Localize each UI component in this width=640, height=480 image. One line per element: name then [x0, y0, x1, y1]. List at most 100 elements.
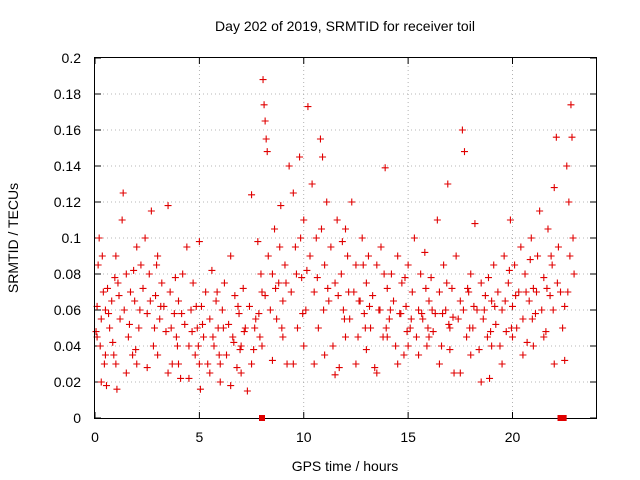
data-point [404, 261, 412, 269]
data-point [427, 274, 435, 282]
data-point [340, 315, 348, 323]
data-point [366, 302, 374, 310]
data-point [486, 374, 494, 382]
data-point [154, 252, 162, 260]
data-point [440, 261, 448, 269]
data-point [333, 216, 341, 224]
data-point [241, 324, 249, 332]
data-point [483, 333, 491, 341]
data-point [191, 351, 199, 359]
data-point [400, 351, 408, 359]
data-point [268, 270, 276, 278]
data-point [442, 306, 450, 314]
data-point [390, 297, 398, 305]
data-point [257, 270, 265, 278]
data-point [467, 270, 475, 278]
data-point [549, 306, 557, 314]
data-point [334, 292, 342, 300]
data-point [172, 333, 180, 341]
data-point [373, 369, 381, 377]
data-point [403, 328, 411, 336]
data-point [445, 320, 453, 328]
data-point [376, 306, 384, 314]
data-point [319, 153, 327, 161]
data-point [245, 302, 253, 310]
data-point [570, 270, 578, 278]
data-point [540, 333, 548, 341]
data-point [250, 346, 258, 354]
y-tick-label: 0.04 [54, 338, 81, 354]
data-point [125, 320, 133, 328]
data-point [362, 279, 370, 287]
data-point [177, 374, 185, 382]
data-point [362, 346, 370, 354]
data-point [105, 310, 113, 318]
data-point [360, 310, 368, 318]
data-point [487, 328, 495, 336]
data-point [490, 261, 498, 269]
data-point [386, 306, 394, 314]
data-point [189, 279, 197, 287]
data-point [149, 342, 157, 350]
data-point [285, 162, 293, 170]
data-point [504, 279, 512, 287]
data-point [412, 333, 420, 341]
data-point [195, 360, 203, 368]
data-point [554, 243, 562, 251]
data-point [540, 274, 548, 282]
data-point [261, 292, 269, 300]
data-point [143, 364, 151, 372]
data-point [394, 252, 402, 260]
data-point [342, 333, 349, 341]
data-point [136, 306, 144, 314]
data-point [260, 101, 268, 109]
data-point [337, 270, 345, 278]
data-point [444, 180, 452, 188]
data-point [392, 342, 400, 350]
data-point [199, 320, 207, 328]
data-point [323, 198, 331, 206]
data-point [344, 252, 352, 260]
data-point [206, 369, 214, 377]
data-point [202, 288, 210, 296]
data-point [383, 284, 391, 292]
data-point [133, 243, 141, 251]
data-point [463, 333, 471, 341]
data-point [398, 279, 406, 287]
data-point [454, 315, 462, 323]
data-point [473, 306, 481, 314]
data-point [124, 333, 132, 341]
data-point [521, 270, 529, 278]
data-points [92, 76, 578, 395]
data-point [278, 324, 286, 332]
data-point [113, 385, 121, 393]
data-point [259, 76, 267, 84]
data-point [358, 234, 366, 242]
data-point [263, 148, 271, 156]
data-point [338, 238, 346, 246]
data-point [237, 342, 245, 350]
data-point [543, 284, 551, 292]
axis-markers [259, 415, 567, 421]
data-point [561, 356, 569, 364]
data-point [534, 252, 542, 260]
data-point [296, 153, 304, 161]
data-point [143, 310, 151, 318]
data-point [458, 126, 466, 134]
data-point [519, 351, 527, 359]
data-point [289, 189, 297, 197]
data-point [298, 274, 306, 282]
data-point [281, 261, 289, 269]
data-point [157, 302, 165, 310]
data-point [446, 324, 454, 332]
data-point [523, 338, 531, 346]
x-tick-label: 15 [400, 429, 416, 445]
data-point [491, 302, 499, 310]
data-point [538, 306, 546, 314]
data-point [423, 342, 431, 350]
data-point [164, 202, 172, 210]
y-tick-label: 0.08 [54, 266, 81, 282]
data-point [481, 292, 489, 300]
data-point [448, 284, 456, 292]
data-point [401, 274, 409, 282]
